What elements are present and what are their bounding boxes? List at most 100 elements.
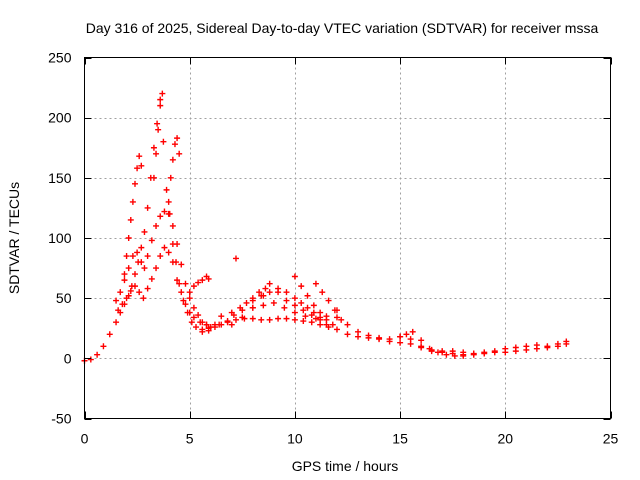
x-tick-label: 5 <box>186 431 194 447</box>
data-point <box>266 280 273 287</box>
data-point <box>167 174 174 181</box>
series-trace-m <box>291 273 336 328</box>
data-point <box>228 309 235 316</box>
data-point <box>407 336 414 343</box>
x-tick-label: 25 <box>603 431 619 447</box>
data-point <box>418 343 425 350</box>
data-point <box>119 301 126 308</box>
data-point <box>140 295 147 302</box>
y-tick-label: 50 <box>56 290 72 306</box>
data-point <box>131 283 138 290</box>
data-point <box>121 277 128 284</box>
data-point <box>153 265 160 272</box>
data-point <box>113 319 120 326</box>
data-point <box>386 336 393 343</box>
data-point <box>125 265 132 272</box>
data-point <box>131 180 138 187</box>
data-point <box>150 174 157 181</box>
data-point <box>275 315 282 322</box>
data-point <box>333 314 340 321</box>
series-trace-n <box>312 280 345 323</box>
data-point <box>304 292 311 299</box>
data-point <box>203 321 210 328</box>
data-point <box>291 316 298 323</box>
data-point <box>232 255 239 262</box>
data-point <box>258 316 265 323</box>
data-point <box>270 299 277 306</box>
data-point <box>180 297 187 304</box>
y-tick-label: 150 <box>48 170 72 186</box>
data-point <box>291 273 298 280</box>
data-point <box>123 295 130 302</box>
data-point <box>129 253 136 260</box>
data-point <box>283 315 290 322</box>
data-point <box>544 343 551 350</box>
series-trace-g <box>186 273 212 296</box>
data-point <box>470 350 477 357</box>
data-point <box>298 299 305 306</box>
data-point <box>150 144 157 151</box>
data-point <box>148 275 155 282</box>
data-point <box>117 289 124 296</box>
data-point <box>195 279 202 286</box>
data-point <box>216 321 223 328</box>
data-point <box>165 249 172 256</box>
data-point <box>502 345 509 352</box>
data-point <box>169 222 176 229</box>
data-point <box>266 316 273 323</box>
data-point <box>554 340 561 347</box>
data-point <box>333 326 340 333</box>
data-point <box>113 297 120 304</box>
x-tick-label: 10 <box>287 431 303 447</box>
data-point <box>178 261 185 268</box>
data-point <box>161 244 168 251</box>
data-point <box>138 244 145 251</box>
data-point <box>138 162 145 169</box>
data-point <box>174 135 181 142</box>
data-point <box>157 102 164 109</box>
data-point <box>129 198 136 205</box>
data-point <box>141 228 148 235</box>
x-tick-label: 20 <box>498 431 514 447</box>
data-point <box>144 204 151 211</box>
data-point <box>205 327 212 334</box>
data-point <box>298 283 305 290</box>
data-point <box>344 331 351 338</box>
series-trace-e <box>150 90 166 181</box>
data-point <box>178 289 185 296</box>
data-point <box>319 289 326 296</box>
series-trace-p <box>333 314 570 357</box>
data-point <box>123 253 130 260</box>
series-trace-f <box>165 135 183 205</box>
data-point <box>136 289 143 296</box>
data-point <box>449 348 456 355</box>
data-point <box>331 307 338 314</box>
data-point <box>157 96 164 103</box>
data-point <box>94 351 101 358</box>
data-point <box>144 253 151 260</box>
data-point <box>409 328 416 335</box>
data-point <box>115 307 122 314</box>
data-point <box>174 241 181 248</box>
data-point <box>239 307 246 314</box>
data-point <box>397 339 404 346</box>
data-point <box>165 198 172 205</box>
data-point <box>160 138 167 145</box>
data-point <box>239 314 246 321</box>
data-point <box>249 297 256 304</box>
data-point <box>310 302 317 309</box>
data-point <box>193 324 200 331</box>
data-point <box>205 275 212 282</box>
data-point <box>243 299 250 306</box>
axis-ticks <box>84 57 612 420</box>
data-point <box>169 156 176 163</box>
data-point <box>134 249 141 256</box>
data-point <box>338 316 345 323</box>
data-point <box>224 319 231 326</box>
data-point <box>155 126 162 133</box>
data-point <box>451 352 458 359</box>
data-point <box>523 343 530 350</box>
series-trace-b <box>113 208 210 328</box>
data-point <box>188 319 195 326</box>
chart-title: Day 316 of 2025, Sidereal Day-to-day VTE… <box>86 20 599 36</box>
